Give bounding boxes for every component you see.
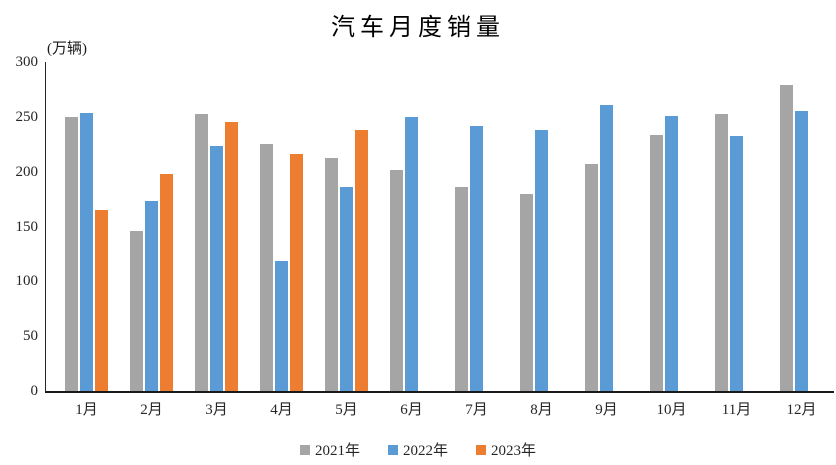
bar-2022年-m12 <box>795 110 808 391</box>
x-axis-label-m8: 8月 <box>530 402 553 418</box>
bar-group-m1 <box>54 62 119 391</box>
y-axis-tick-150: 150 <box>15 218 39 235</box>
x-axis-label-m1: 1月 <box>75 402 98 418</box>
bar-2022年-m6 <box>405 116 418 391</box>
bars-container <box>46 62 834 391</box>
legend-label: 2023年 <box>491 443 537 459</box>
bar-group-m11 <box>704 62 769 391</box>
y-axis-tick-300: 300 <box>15 54 39 70</box>
x-axis-labels: 1月 2月 3月 4月 5月 6月 7月 8月 9月 10月 11月 12月 <box>46 398 834 419</box>
bar-group-m5 <box>314 62 379 391</box>
bar-2021年-m9 <box>585 164 598 391</box>
bar-2022年-m11 <box>730 135 743 391</box>
legend-item-2021年: 2021年 <box>299 439 360 460</box>
chart-title: 汽车月度销量 <box>331 15 505 41</box>
y-axis-tick-100: 100 <box>15 273 39 290</box>
y-axis-unit-label: (万辆) <box>47 41 87 57</box>
bar-group-m10 <box>639 62 704 391</box>
legend: 2021年 2022年 2023年 <box>0 439 836 460</box>
bar-group-m12 <box>769 62 834 391</box>
bar-2021年-m12 <box>780 85 793 391</box>
x-axis-label-m6: 6月 <box>400 402 423 418</box>
legend-swatch-icon <box>299 444 310 455</box>
bar-2022年-m9 <box>600 104 613 391</box>
bar-group-m7 <box>444 62 509 391</box>
x-axis-label-m10: 10月 <box>656 402 687 418</box>
bar-2022年-m4 <box>275 261 288 391</box>
bar-2022年-m2 <box>145 200 158 391</box>
y-axis-tick-200: 200 <box>15 163 39 180</box>
x-axis-label-m2: 2月 <box>140 402 163 418</box>
legend-label: 2022年 <box>402 443 448 459</box>
bar-2023年-m2 <box>160 174 173 391</box>
bar-2022年-m1 <box>80 113 93 391</box>
bar-2022年-m5 <box>340 186 353 391</box>
y-axis-tick-250: 250 <box>15 108 39 125</box>
legend-label: 2021年 <box>314 443 360 459</box>
x-axis-label-m3: 3月 <box>205 402 228 418</box>
bar-2021年-m6 <box>390 170 403 391</box>
x-axis-label-m11: 11月 <box>721 402 752 418</box>
x-axis-label-m4: 4月 <box>270 402 293 418</box>
bar-group-m8 <box>509 62 574 391</box>
bar-group-m4 <box>249 62 314 391</box>
bar-2021年-m8 <box>520 193 533 391</box>
x-axis-label-m12: 12月 <box>786 402 817 418</box>
bar-2022年-m3 <box>210 146 223 391</box>
bar-2021年-m5 <box>325 157 338 391</box>
y-axis-tick-0: 0 <box>30 383 39 399</box>
bar-group-m6 <box>379 62 444 391</box>
bar-2021年-m2 <box>130 231 143 391</box>
plot-area <box>45 62 834 393</box>
bar-group-m3 <box>184 62 249 391</box>
legend-item-2022年: 2022年 <box>387 439 448 460</box>
y-axis-tick-50: 50 <box>23 328 38 345</box>
x-axis-label-m7: 7月 <box>465 402 488 418</box>
legend-swatch-icon <box>387 444 398 455</box>
bar-group-m9 <box>574 62 639 391</box>
bar-2021年-m4 <box>260 144 273 391</box>
bar-2021年-m10 <box>650 135 663 391</box>
bar-2021年-m11 <box>715 114 728 391</box>
bar-2023年-m1 <box>95 210 108 391</box>
legend-swatch-icon <box>476 444 486 455</box>
bar-2023年-m5 <box>355 129 368 391</box>
bar-2021年-m7 <box>455 186 468 391</box>
bar-2022年-m8 <box>535 129 548 391</box>
bar-2021年-m3 <box>195 113 208 391</box>
bar-2023年-m4 <box>290 154 303 391</box>
bar-2023年-m3 <box>225 122 238 391</box>
x-axis-label-m9: 9月 <box>595 402 618 418</box>
legend-item-2023年: 2023年 <box>476 439 536 460</box>
bar-2022年-m10 <box>665 116 678 391</box>
x-axis-label-m5: 5月 <box>335 402 358 418</box>
bar-2022年-m7 <box>470 125 483 391</box>
bar-2021年-m1 <box>65 116 78 391</box>
bar-group-m2 <box>119 62 184 391</box>
